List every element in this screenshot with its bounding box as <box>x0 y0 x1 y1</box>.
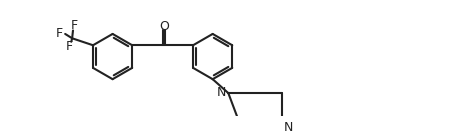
Text: O: O <box>160 20 169 33</box>
Text: F: F <box>66 40 73 53</box>
Text: F: F <box>71 19 77 32</box>
Text: N: N <box>217 86 227 99</box>
Text: F: F <box>55 27 63 40</box>
Text: N: N <box>284 121 293 133</box>
